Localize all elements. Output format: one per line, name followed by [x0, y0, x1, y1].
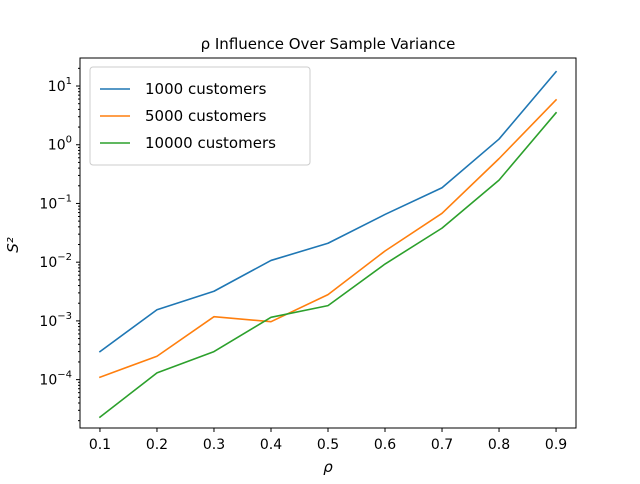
x-axis-label: ρ: [323, 458, 333, 476]
y-tick-label: 10−2: [39, 252, 72, 271]
legend-box: [89, 66, 311, 166]
x-tick-label: 0.4: [260, 437, 282, 453]
legend: 1000 customers 5000 customers 10000 custom…: [89, 66, 311, 166]
y-tick-label: 10−1: [39, 193, 72, 212]
x-tick-label: 0.1: [89, 437, 111, 453]
legend-label-1: 1000 customers: [145, 80, 267, 98]
x-tick-label: 0.6: [374, 437, 396, 453]
y-tick-label: 100: [48, 135, 72, 154]
series-line-3: [98, 111, 558, 419]
series-line-1: [98, 70, 558, 353]
y-axis-label: S²: [4, 237, 22, 253]
y-tick-label: 101: [48, 76, 72, 95]
legend-label-3: 10000 customers: [145, 134, 276, 152]
x-tick-label: 0.5: [317, 437, 339, 453]
x-tick-label: 0.2: [146, 437, 168, 453]
chart-title: ρ Influence Over Sample Variance: [201, 35, 456, 53]
axes: 0.1 0.2 0.3 0.4 0.5 0.6 0.7 0.8 0.9 10−4 10−3 10−2 1…: [39, 57, 577, 453]
x-tick-label: 0.3: [203, 437, 225, 453]
series-line-2: [98, 98, 558, 379]
y-tick-label: 10−4: [39, 370, 72, 389]
x-tick-label: 0.9: [545, 437, 567, 453]
x-tick-label: 0.8: [488, 437, 510, 453]
legend-label-2: 5000 customers: [145, 107, 267, 125]
plot-area: [98, 70, 558, 419]
x-tick-label: 0.7: [431, 437, 453, 453]
y-tick-label: 10−3: [39, 311, 72, 330]
